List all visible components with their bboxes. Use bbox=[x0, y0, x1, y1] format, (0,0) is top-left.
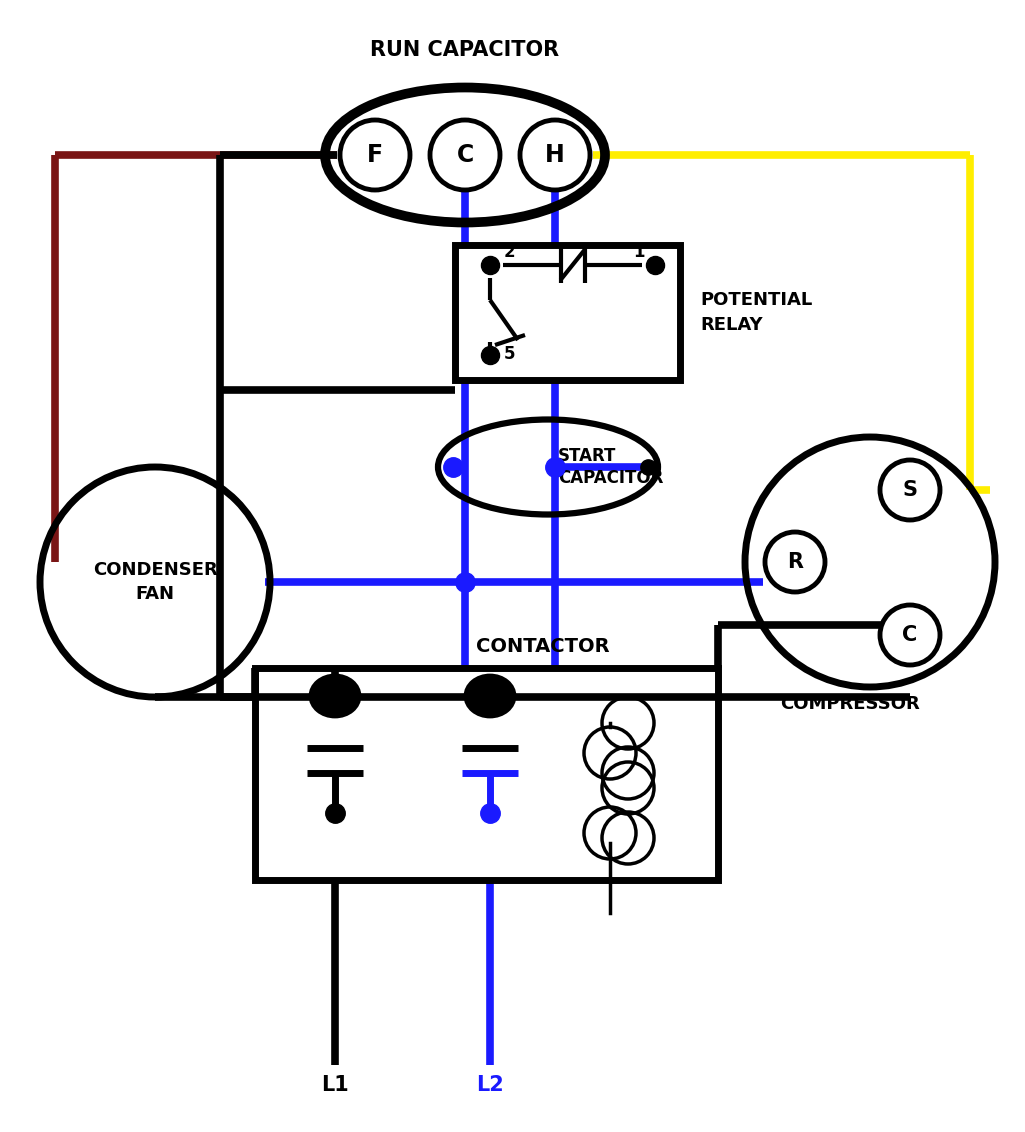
Text: F: F bbox=[367, 143, 383, 168]
Circle shape bbox=[765, 532, 825, 592]
Text: C: C bbox=[902, 625, 917, 645]
Text: H: H bbox=[545, 143, 565, 168]
Text: 5: 5 bbox=[504, 345, 516, 363]
Text: S: S bbox=[902, 480, 917, 500]
Text: START
CAPACITOR: START CAPACITOR bbox=[558, 447, 663, 487]
Ellipse shape bbox=[310, 675, 360, 717]
Circle shape bbox=[340, 120, 410, 190]
Text: POTENTIAL
RELAY: POTENTIAL RELAY bbox=[700, 291, 812, 334]
Text: 1: 1 bbox=[633, 243, 645, 261]
Text: 2: 2 bbox=[504, 243, 516, 261]
Text: CONTACTOR: CONTACTOR bbox=[476, 637, 610, 657]
Text: L2: L2 bbox=[477, 1075, 504, 1095]
Bar bbox=[455, 245, 680, 380]
Ellipse shape bbox=[465, 675, 515, 717]
Text: CONDENSER
FAN: CONDENSER FAN bbox=[92, 561, 217, 603]
Text: RUN CAPACITOR: RUN CAPACITOR bbox=[370, 40, 560, 60]
Circle shape bbox=[430, 120, 500, 190]
Circle shape bbox=[880, 604, 940, 664]
Text: L1: L1 bbox=[321, 1075, 348, 1095]
Text: C: C bbox=[456, 143, 474, 168]
Bar bbox=[255, 668, 718, 880]
Text: R: R bbox=[787, 552, 803, 572]
Circle shape bbox=[880, 460, 940, 520]
Text: COMPRESSOR: COMPRESSOR bbox=[780, 695, 919, 713]
Circle shape bbox=[520, 120, 590, 190]
